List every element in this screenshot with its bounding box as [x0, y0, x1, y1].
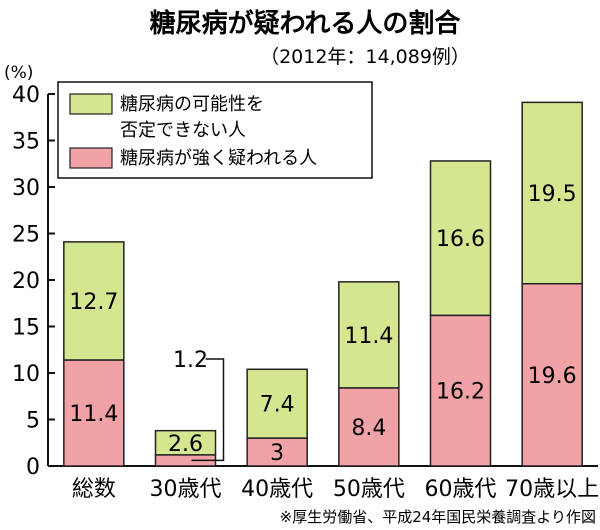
data-label: 11.4 — [344, 324, 393, 349]
data-label: 2.6 — [168, 432, 203, 457]
bar-segment-possible — [429, 160, 492, 317]
data-label: 7.4 — [260, 393, 295, 418]
bar-segment-possible — [154, 429, 217, 456]
data-label: 3 — [270, 441, 284, 466]
bar-segment-possible — [338, 281, 400, 389]
y-tick-label: 5 — [26, 409, 40, 434]
legend-swatch-possible — [69, 93, 113, 115]
x-category-label: 30歳代 — [150, 477, 222, 502]
legend-label-strong: 糖尿病が強く疑われる人 — [120, 148, 317, 169]
x-category-label: 40歳代 — [241, 477, 313, 502]
leader-line — [191, 358, 225, 462]
y-tick-label: 10 — [12, 362, 40, 387]
y-tick-label: 0 — [26, 455, 40, 480]
legend-label-possible: 糖尿病の可能性を — [120, 94, 264, 115]
x-category-label: 50歳代 — [333, 477, 405, 502]
y-tick-label: 15 — [12, 316, 40, 341]
y-tick-label: 40 — [12, 83, 40, 108]
plot-area: 0 5 10 15 20 25 30 35 40 総数 11.4 12.7 30歳代 1.2 2.6 40歳代… — [12, 83, 599, 502]
data-label: 12.7 — [69, 290, 118, 315]
data-label: 16.2 — [436, 380, 485, 405]
legend-swatch-strong — [69, 147, 113, 169]
y-tick-label: 35 — [12, 130, 40, 155]
bar-segment-strong — [429, 314, 492, 467]
source-note: ※厚生労働省、平成24年国民栄養調査より作図 — [280, 508, 596, 526]
y-tick-label: 25 — [12, 223, 40, 248]
y-tick-label: 30 — [12, 176, 40, 201]
bar-segment-possible — [246, 368, 308, 439]
y-axis-unit: (%) — [4, 63, 33, 83]
bar-segment-strong — [246, 437, 308, 467]
data-label: 16.6 — [436, 227, 485, 252]
data-label: 19.5 — [528, 182, 577, 207]
legend-label-possible: 否定できない人 — [120, 120, 246, 141]
data-label: 1.2 — [173, 348, 208, 373]
x-category-label: 70歳以上 — [505, 477, 599, 502]
data-label: 11.4 — [69, 402, 118, 427]
chart-title: 糖尿病が疑われる人の割合 — [150, 8, 462, 39]
bar-segment-strong — [338, 387, 400, 467]
chart-subtitle: （2012年：14,089例） — [260, 46, 470, 68]
data-label: 19.6 — [528, 364, 577, 389]
bar-segment-strong — [521, 282, 583, 467]
x-category-label: 総数 — [72, 477, 116, 502]
data-label: 8.4 — [351, 416, 386, 441]
bar-segment-strong — [63, 359, 125, 467]
bar-segment-possible — [521, 101, 583, 285]
bar-segment-possible — [63, 241, 125, 361]
y-tick-label: 20 — [12, 269, 40, 294]
x-category-label: 60歳代 — [425, 477, 497, 502]
